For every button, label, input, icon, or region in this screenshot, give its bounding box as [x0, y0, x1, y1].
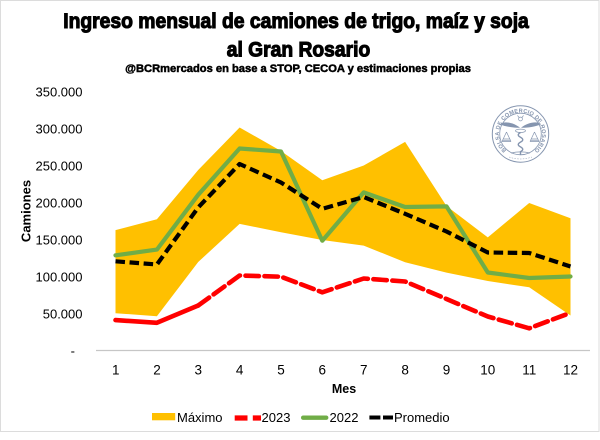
svg-text:2022: 2022 — [330, 410, 359, 425]
svg-text:3: 3 — [194, 362, 202, 377]
svg-text:300.000: 300.000 — [36, 122, 83, 137]
svg-text:7: 7 — [360, 362, 368, 377]
svg-text:Ingreso mensual de camiones de: Ingreso mensual de camiones de trigo, ma… — [63, 9, 529, 33]
svg-text:2: 2 — [153, 362, 161, 377]
svg-text:Promedio: Promedio — [394, 410, 450, 425]
svg-text:150.000: 150.000 — [36, 233, 83, 248]
svg-text:10: 10 — [480, 362, 495, 377]
svg-text:-: - — [71, 344, 75, 359]
svg-text:4: 4 — [236, 362, 244, 377]
svg-text:Camiones: Camiones — [19, 180, 34, 242]
svg-text:Máximo: Máximo — [177, 410, 223, 425]
svg-text:@BCRmercados en base a STOP,: @BCRmercados en base a STOP, CECOA y est… — [125, 63, 471, 75]
svg-text:2023: 2023 — [262, 410, 291, 425]
svg-text:9: 9 — [443, 362, 451, 377]
svg-text:8: 8 — [401, 362, 409, 377]
svg-text:5: 5 — [277, 362, 285, 377]
svg-text:Mes: Mes — [332, 382, 356, 396]
svg-text:12: 12 — [563, 362, 578, 377]
svg-text:6: 6 — [319, 362, 327, 377]
svg-text:50.000: 50.000 — [43, 307, 83, 322]
svg-text:100.000: 100.000 — [36, 270, 83, 285]
svg-text:200.000: 200.000 — [36, 196, 83, 211]
svg-text:350.000: 350.000 — [36, 85, 83, 100]
svg-text:11: 11 — [522, 362, 536, 377]
svg-text:250.000: 250.000 — [36, 159, 83, 174]
svg-text:al Gran Rosario: al Gran Rosario — [227, 37, 370, 61]
svg-text:1: 1 — [112, 362, 120, 377]
